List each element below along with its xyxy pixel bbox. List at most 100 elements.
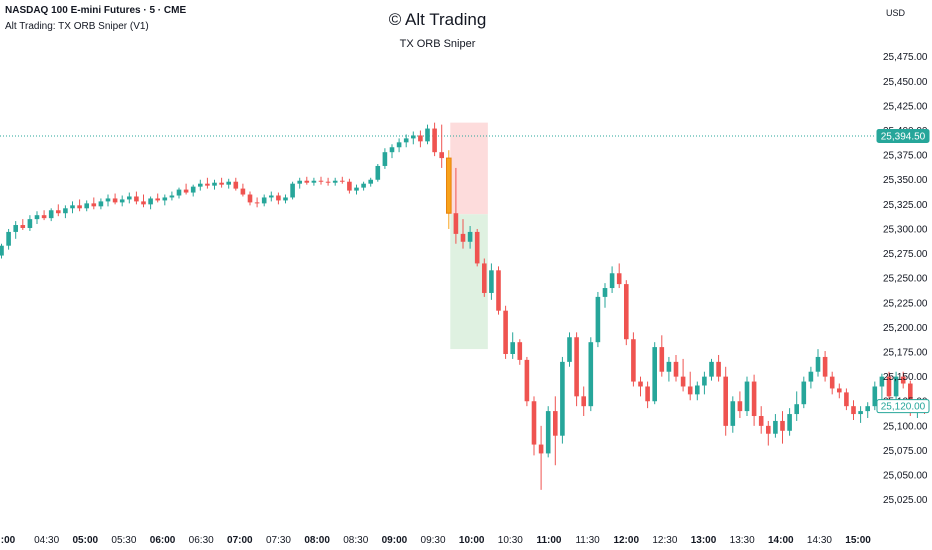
y-tick-label: 25,025.00 [883,495,928,506]
y-tick-label: 25,450.00 [883,77,928,88]
candle-body [602,288,608,297]
y-tick-label: 25,200.00 [883,323,928,334]
time-axis[interactable]: :00 04:30 05:00 05:30 06:00 06:30 07:00 07:30 08… [1,535,872,546]
candle-body [829,376,835,389]
candle-body [112,198,118,203]
candle-body [893,376,899,397]
x-tick-label: 11:30 [575,535,600,546]
candle-body [148,198,153,205]
candle-body [169,195,175,198]
candle-body [837,388,842,393]
price-tag-box [876,399,930,414]
candle-body [822,356,828,377]
y-tick-label: 25,100.00 [883,421,928,432]
price-tag-label: 25,120.00 [881,402,926,413]
candle-body [489,270,494,293]
candle-body [20,225,26,228]
candle-body [261,197,267,204]
stop-zone [450,122,488,215]
candle-body [63,208,68,214]
candle-body [105,198,111,202]
x-tick-label: 09:00 [382,535,408,546]
x-tick-label: 13:00 [691,535,717,546]
y-tick-label: 25,150.00 [883,372,928,383]
x-tick-label: 07:30 [266,535,291,546]
price-axis[interactable]: 25,475.0025,450.0025,425.0025,400.0025,3… [883,52,928,506]
candle-body [34,215,40,220]
candles-group [0,122,927,490]
y-tick-label: 25,275.00 [883,249,928,260]
currency-label[interactable]: USD [886,8,906,18]
candle-body [517,342,523,360]
candle-body [794,404,799,415]
y-tick-label: 25,475.00 [883,52,928,63]
candle-body [134,196,139,202]
candle-body [432,128,437,153]
indicator-label[interactable]: Alt Trading: TX ORB Sniper (V1) [5,21,149,32]
candle-body [389,147,395,153]
candle-body [858,411,863,415]
candle-body [425,128,430,142]
candle-body [254,202,260,204]
y-tick-label: 25,375.00 [883,151,928,162]
candle-body [48,210,54,219]
candle-body [6,231,11,246]
candle-body [198,183,203,187]
candle-body [0,245,4,256]
candle-body [247,194,253,203]
candle-body [588,342,594,407]
candle-body [347,181,352,191]
candle-body [460,233,466,242]
candle-body [332,180,338,183]
y-tick-label: 25,325.00 [883,200,928,211]
candle-body [815,356,821,372]
candle-body [212,182,217,186]
x-tick-label: 12:00 [613,535,639,546]
candle-body [900,376,906,384]
candle-body [283,197,288,201]
candle-body [474,231,480,264]
candle-body [531,401,537,445]
candle-body [716,361,721,377]
candle-body [77,205,82,209]
candle-body [276,195,281,201]
candle-body [737,401,743,412]
candle-body [872,386,878,407]
candle-body [340,180,345,182]
candle-body [127,196,132,200]
x-tick-label: 12:30 [652,535,677,546]
x-tick-label: 13:30 [730,535,755,546]
x-tick-label: 06:30 [189,535,214,546]
x-tick-label: 10:30 [498,535,523,546]
candle-body [418,135,423,142]
candle-body [751,381,757,417]
symbol-title: NASDAQ 100 E-mini Futures · 5 · CME [5,5,187,16]
candle-body [808,371,814,382]
candle-body [744,381,750,412]
y-tick-label: 25,425.00 [883,101,928,112]
candle-body [56,210,61,214]
candle-body [155,198,160,201]
candle-body [680,376,686,387]
candle-body [318,180,324,182]
candle-body [382,152,388,166]
candle-body [311,180,317,183]
candle-body [609,273,615,289]
candle-body [98,201,104,207]
candle-body [304,180,310,183]
candle-body [908,383,913,412]
candle-body [190,186,196,193]
candle-body [787,414,792,431]
candle-body [645,386,650,402]
candle-body [560,361,565,436]
candle-body [411,135,416,139]
candle-body [41,215,47,219]
x-tick-label: 08:00 [304,535,330,546]
candle-body [467,231,473,242]
candle-body [503,310,508,354]
candle-body [687,386,693,395]
x-tick-label: :00 [1,535,16,546]
x-tick-label: 06:00 [150,535,176,546]
candle-body [574,337,579,397]
